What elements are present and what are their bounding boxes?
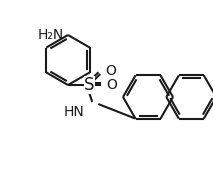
Text: S: S — [84, 76, 95, 94]
Text: H₂N: H₂N — [38, 28, 64, 42]
Text: HN: HN — [63, 105, 84, 119]
Text: O: O — [106, 78, 117, 92]
Text: O: O — [105, 64, 116, 78]
